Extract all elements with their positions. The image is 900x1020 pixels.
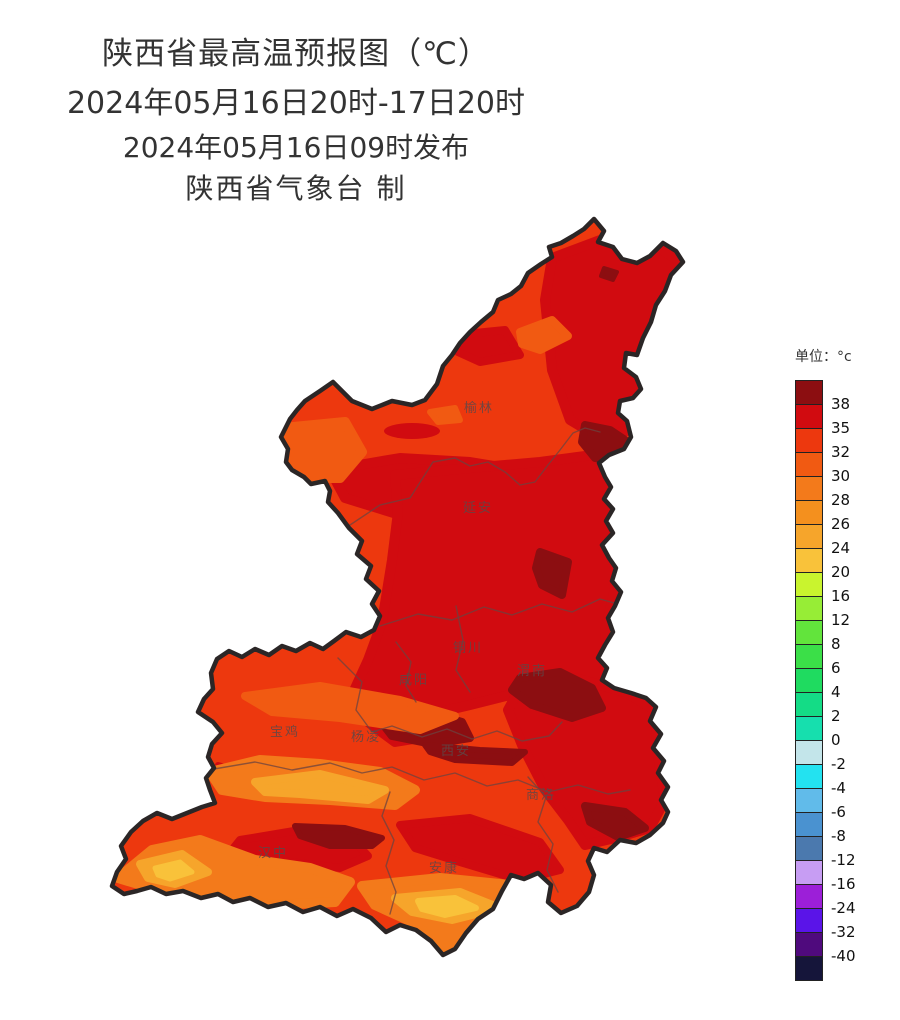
legend-tick-label: -8 xyxy=(831,827,846,845)
border-qinling xyxy=(213,761,631,795)
temp-region-hottest-weinan xyxy=(508,668,606,722)
legend-tick-label: 4 xyxy=(831,683,841,701)
temp-region-hottest-hanzhong xyxy=(292,823,385,849)
legend-segment xyxy=(796,741,822,765)
border-xianyang xyxy=(395,641,417,703)
city-label: 渭南 xyxy=(517,663,547,679)
temp-region-hottest-xian2 xyxy=(422,742,528,766)
legend-segment xyxy=(796,957,822,980)
legend-tick-label: 2 xyxy=(831,707,841,725)
legend-tick-label: 0 xyxy=(831,731,841,749)
legend-tick-label: 24 xyxy=(831,539,851,557)
legend-tick-label: -12 xyxy=(831,851,856,869)
legend-segment xyxy=(796,477,822,501)
legend-tick-label: -40 xyxy=(831,947,856,965)
legend-segment xyxy=(796,597,822,621)
legend-segment xyxy=(796,693,822,717)
legend-segment xyxy=(796,837,822,861)
legend-segment xyxy=(796,501,822,525)
city-label: 安康 xyxy=(429,860,459,876)
legend-segment xyxy=(796,885,822,909)
legend-segment xyxy=(796,429,822,453)
border-hanzhong-ankang xyxy=(381,791,397,915)
legend-segment xyxy=(796,669,822,693)
temp-region-bright-hanzhong xyxy=(152,859,195,882)
temp-region-warm2-yulin-spot xyxy=(427,405,463,425)
city-label: 咸阳 xyxy=(399,673,429,688)
temp-region-mild-qinling xyxy=(251,770,389,804)
legend-segment xyxy=(796,933,822,957)
border-tongchuan xyxy=(455,605,471,693)
border-ankang-shangluo xyxy=(527,776,559,893)
city-label: 榆林 xyxy=(464,401,494,416)
legend-tick-label: 38 xyxy=(831,395,851,413)
issue-time: 2024年05月16日09时发布 xyxy=(122,131,470,164)
legend-tick-label: 30 xyxy=(831,467,851,485)
legend-segment xyxy=(796,789,822,813)
city-label: 汉中 xyxy=(258,846,288,861)
legend-color-bar xyxy=(795,380,823,981)
legend-tick-label: 28 xyxy=(831,491,851,509)
legend-tick-label: -6 xyxy=(831,803,846,821)
legend-tick-label: 32 xyxy=(831,443,851,461)
border-yulin-yanan xyxy=(346,427,601,528)
legend-segment xyxy=(796,621,822,645)
issuer: 陕西省气象台 制 xyxy=(185,172,407,205)
legend-tick-label: -16 xyxy=(831,875,856,893)
legend-tick-label: -24 xyxy=(831,899,856,917)
temp-region-bright-ankang xyxy=(415,895,479,918)
city-label: 延安 xyxy=(463,501,493,516)
legend-tick-label: -4 xyxy=(831,779,846,797)
temp-region-hottest-east2 xyxy=(532,548,572,599)
city-label: 杨凌 xyxy=(351,730,381,745)
forecast-period: 2024年05月16日20时-17日20时 xyxy=(66,86,526,121)
legend-tick-label: 6 xyxy=(831,659,841,677)
border-yanan-guanzhong xyxy=(379,598,615,627)
temp-region-hot-spot xyxy=(384,423,440,439)
legend-tick-label: 35 xyxy=(831,419,851,437)
temp-region-warm2-north-spot xyxy=(516,316,572,354)
legend-segment xyxy=(796,645,822,669)
legend-segment xyxy=(796,381,822,405)
map-title: 陕西省最高温预报图（℃） xyxy=(102,36,490,72)
legend-segment xyxy=(796,717,822,741)
legend-segment xyxy=(796,861,822,885)
legend-segment xyxy=(796,405,822,429)
legend-tick-label: 20 xyxy=(831,563,851,581)
temperature-legend: 单位：°c 38 35 32 30 28 26 24 20 16 12 8 6 4 2 0 -2 -4 -6 -8-… xyxy=(795,346,856,981)
legend-segment xyxy=(796,549,822,573)
legend-segment xyxy=(796,525,822,549)
border-wei-valley xyxy=(337,657,563,742)
legend-segment xyxy=(796,909,822,933)
legend-tick-label: -32 xyxy=(831,923,856,941)
city-label: 西安 xyxy=(441,744,471,759)
legend-unit-label: 单位：°c xyxy=(795,349,852,365)
legend-segment xyxy=(796,573,822,597)
legend-tick-label: -2 xyxy=(831,755,846,773)
legend-segment xyxy=(796,813,822,837)
legend-segment xyxy=(796,765,822,789)
legend-segment xyxy=(796,453,822,477)
city-label: 铜川 xyxy=(453,641,483,656)
legend-tick-label: 12 xyxy=(831,611,851,629)
city-label: 宝鸡 xyxy=(270,724,300,740)
province-shape xyxy=(109,216,686,958)
legend-bar-wrap: 38 35 32 30 28 26 24 20 16 12 8 6 4 2 0 -2 -4 -6 -8 -12 -16-… xyxy=(795,380,856,981)
temp-region-hottest-shangluo xyxy=(581,802,649,841)
legend-tick-label: 8 xyxy=(831,635,841,653)
temp-region-warm2-guanzhong xyxy=(241,682,459,734)
legend-tick-label: 16 xyxy=(831,587,851,605)
temp-region-hottest-north-dash xyxy=(599,266,619,282)
city-label: 商洛 xyxy=(526,788,556,803)
legend-tick-label: 26 xyxy=(831,515,851,533)
